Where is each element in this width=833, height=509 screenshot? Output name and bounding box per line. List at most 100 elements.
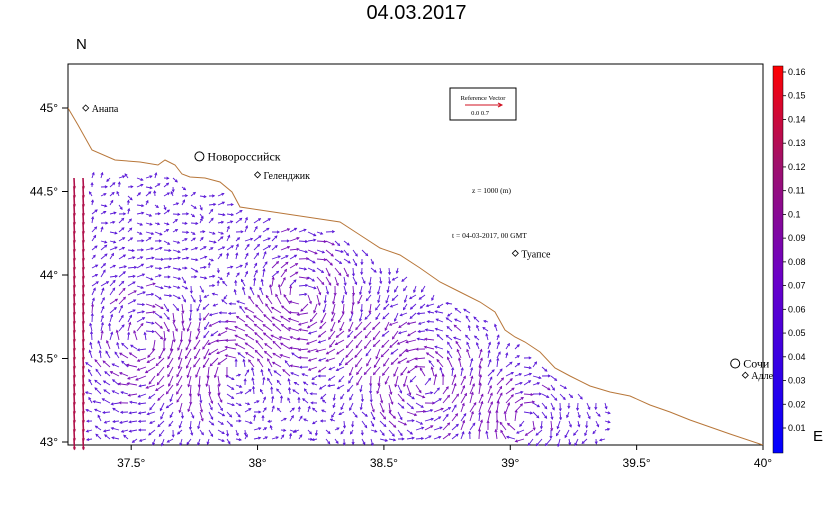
current-vector-head	[177, 250, 181, 254]
current-vector	[145, 366, 156, 374]
current-vector-head	[496, 357, 500, 361]
current-vector	[466, 349, 471, 359]
current-vector	[109, 253, 114, 260]
current-vector	[315, 348, 327, 352]
current-vector	[468, 325, 471, 332]
current-vector	[154, 231, 163, 236]
current-vector-head	[359, 291, 363, 296]
current-vector-head	[234, 325, 238, 329]
current-vector-head	[169, 257, 173, 261]
current-vector-head	[184, 194, 189, 198]
current-vector-head	[584, 432, 588, 437]
current-vector-head	[455, 423, 459, 427]
current-vector-head	[408, 296, 413, 300]
current-vector	[137, 393, 147, 398]
current-vector	[109, 314, 113, 323]
current-vector-head	[369, 390, 373, 395]
current-vector	[337, 384, 345, 390]
current-vector	[189, 330, 192, 342]
current-vector	[331, 312, 336, 322]
current-vector	[244, 389, 252, 395]
current-vector-head	[330, 328, 334, 333]
current-vector-head	[311, 421, 316, 425]
current-vector-head	[169, 398, 173, 403]
current-vector	[260, 389, 264, 395]
current-vector-head	[284, 359, 288, 364]
current-vector	[156, 375, 165, 385]
current-vector	[172, 303, 179, 311]
current-vector-head	[210, 258, 214, 262]
current-vector-head	[171, 189, 175, 193]
current-vector	[112, 363, 120, 368]
current-vector-head	[202, 230, 206, 234]
current-vector	[253, 263, 258, 269]
current-vector	[239, 305, 246, 314]
current-vector-head	[486, 419, 490, 424]
current-vector-head	[568, 442, 572, 446]
current-vector	[91, 209, 98, 215]
current-vector	[226, 220, 233, 224]
current-vector-head	[446, 313, 451, 317]
current-vector-head	[528, 380, 532, 384]
current-vector	[154, 267, 162, 270]
current-vector-head	[115, 329, 119, 333]
current-vector-head	[401, 437, 405, 441]
current-vector-head	[376, 390, 380, 395]
current-vector-head	[231, 387, 235, 390]
current-vector-head	[101, 398, 105, 402]
current-vector	[469, 376, 473, 386]
current-vector	[136, 263, 144, 269]
current-vector-head	[585, 425, 589, 429]
current-vector-head	[176, 431, 181, 435]
current-vector-head	[203, 194, 207, 199]
current-vector	[375, 348, 381, 359]
current-vector	[271, 235, 278, 242]
current-vector	[208, 384, 211, 395]
current-vector-head	[105, 350, 109, 354]
current-vector	[301, 373, 309, 377]
current-vector	[340, 402, 345, 410]
current-vector-head	[274, 235, 278, 239]
current-vector	[379, 411, 386, 420]
current-vector	[352, 276, 358, 285]
current-vector-head	[257, 294, 261, 298]
reference-vector-label: Reference Vector	[461, 95, 507, 102]
current-vector-head	[587, 416, 591, 420]
colorbar	[772, 65, 784, 454]
current-vector	[136, 273, 145, 278]
current-vector	[407, 330, 417, 337]
current-vector	[156, 366, 165, 376]
current-vector	[434, 310, 444, 314]
current-vector-head	[382, 316, 386, 320]
current-vector-head	[384, 327, 388, 331]
current-vector	[235, 252, 238, 260]
reference-vector-box: Reference Vector 0.0 0.7	[449, 87, 517, 121]
current-vector-head	[239, 384, 243, 388]
current-vector	[307, 258, 316, 264]
current-vector-head	[372, 326, 376, 331]
current-vector	[469, 358, 473, 368]
current-vector-head	[204, 255, 208, 259]
current-vector-head	[240, 230, 244, 234]
colorbar-tick-label: 0.03	[788, 376, 806, 386]
current-vector-head	[354, 263, 358, 267]
current-vector-head	[515, 430, 520, 434]
current-vector	[144, 332, 147, 341]
current-vector-head	[196, 308, 200, 312]
current-vector	[209, 321, 219, 327]
current-vector	[413, 285, 417, 293]
current-vector-head	[311, 377, 315, 381]
current-vector-head	[133, 299, 137, 303]
colorbar-tick-label: 0.12	[788, 162, 806, 172]
current-vector	[388, 402, 391, 413]
current-vector-head	[430, 417, 435, 421]
current-vector	[360, 402, 363, 410]
current-vector-head	[113, 211, 117, 215]
current-vector	[235, 384, 242, 388]
current-vector-head	[276, 270, 280, 274]
current-vector-head	[177, 296, 181, 300]
current-vector-head	[143, 331, 147, 335]
current-vector	[334, 267, 342, 276]
current-vector	[469, 367, 473, 377]
current-vector-head	[518, 373, 523, 376]
